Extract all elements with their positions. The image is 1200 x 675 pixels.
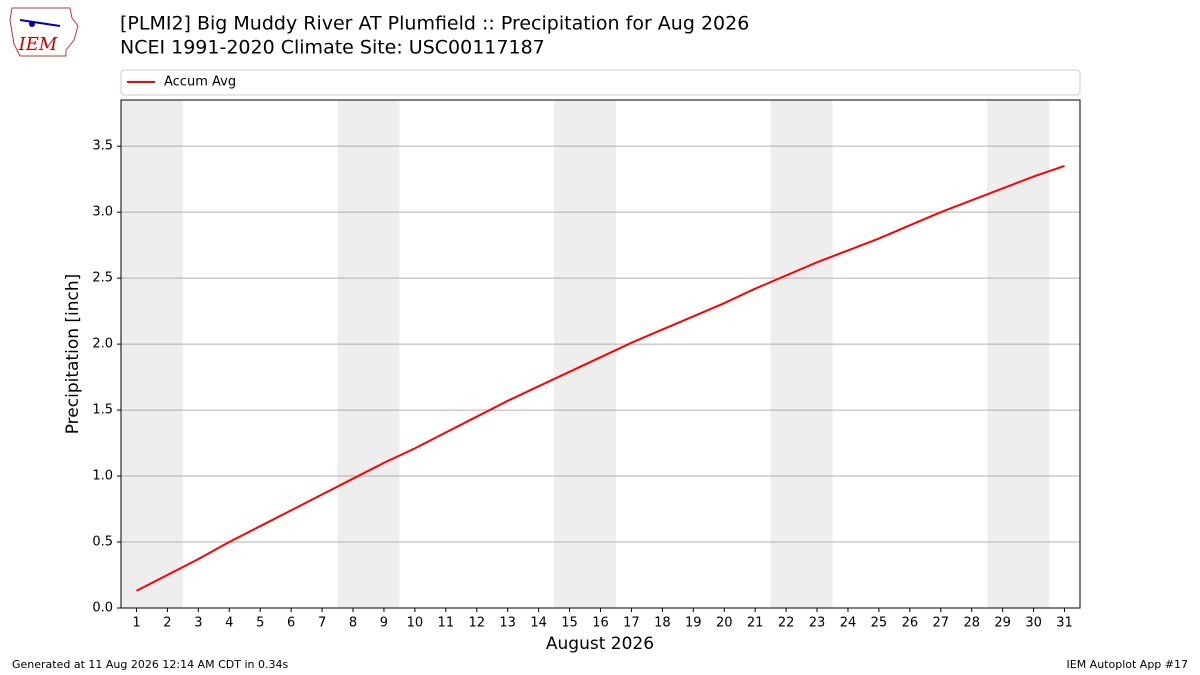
x-tick-label: 19	[685, 616, 702, 631]
logo-outline	[9, 7, 79, 57]
plot-frame	[120, 99, 1081, 609]
x-tick-label: 28	[963, 616, 980, 631]
x-tick-label: 4	[225, 616, 233, 631]
x-tick-label: 6	[287, 616, 295, 631]
x-axis-label: August 2026	[546, 634, 654, 654]
x-tick-label: 2	[163, 616, 171, 631]
logo-text: IEM	[18, 34, 58, 55]
x-tick-label: 8	[349, 616, 357, 631]
x-tick-label: 31	[1056, 616, 1073, 631]
y-tick-label: 3.5	[92, 139, 113, 154]
legend-label: Accum Avg	[164, 75, 236, 90]
x-tick-label: 21	[747, 616, 764, 631]
x-tick-label: 22	[778, 616, 795, 631]
x-tick-label: 17	[623, 616, 640, 631]
x-tick-label: 20	[716, 616, 733, 631]
y-tick-label: 2.5	[92, 271, 113, 286]
y-tick-label: 3.0	[92, 205, 113, 220]
x-tick-label: 1	[132, 616, 140, 631]
x-tick-label: 9	[380, 616, 388, 631]
y-tick-label: 2.0	[92, 337, 113, 352]
x-tick-label: 5	[256, 616, 264, 631]
footer-left: Generated at 11 Aug 2026 12:14 AM CDT in…	[12, 658, 288, 671]
x-tick-label: 3	[194, 616, 202, 631]
series-line	[136, 165, 1065, 592]
x-tick-label: 24	[840, 616, 857, 631]
logo: IEM	[9, 7, 79, 57]
x-tick-label: 14	[530, 616, 547, 631]
chart-subtitle: NCEI 1991-2020 Climate Site: USC00117187	[120, 37, 545, 59]
logo-icon	[29, 21, 35, 27]
weekend-band	[770, 100, 833, 608]
x-tick-label: 27	[933, 616, 950, 631]
x-tick-label: 10	[407, 616, 424, 631]
x-tick-label: 25	[871, 616, 888, 631]
y-tick-label: 1.5	[92, 403, 113, 418]
y-tick-label: 1.0	[92, 469, 113, 484]
x-tick-label: 15	[561, 616, 578, 631]
x-tick-label: 18	[654, 616, 671, 631]
x-tick-label: 29	[994, 616, 1011, 631]
weekend-band	[337, 100, 400, 608]
x-tick-label: 11	[438, 616, 455, 631]
x-tick-label: 13	[499, 616, 516, 631]
y-tick-label: 0.5	[92, 535, 113, 550]
x-tick-label: 7	[318, 616, 326, 631]
chart-title: [PLMI2] Big Muddy River AT Plumfield :: …	[120, 13, 749, 35]
x-tick-label: 12	[468, 616, 485, 631]
x-tick-label: 26	[902, 616, 919, 631]
weekend-band	[987, 100, 1050, 608]
footer-right: IEM Autoplot App #17	[1067, 658, 1189, 671]
y-axis-label: Precipitation [inch]	[63, 274, 83, 435]
x-tick-label: 30	[1025, 616, 1042, 631]
legend-box	[120, 69, 1081, 96]
logo-icon	[19, 19, 61, 27]
x-tick-label: 23	[809, 616, 826, 631]
y-tick-label: 0.0	[92, 601, 113, 616]
weekend-band	[121, 100, 183, 608]
x-tick-label: 16	[592, 616, 609, 631]
